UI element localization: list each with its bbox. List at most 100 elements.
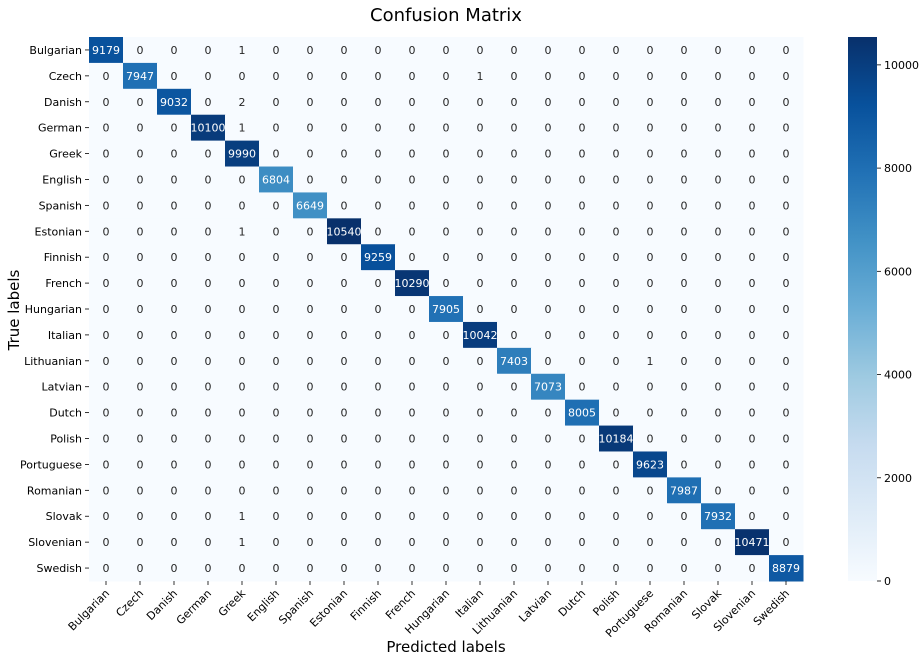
heatmap-cell bbox=[191, 451, 226, 478]
cell-value-label: 0 bbox=[511, 70, 518, 83]
heatmap-cell bbox=[395, 529, 430, 556]
cell-value-label: 0 bbox=[511, 225, 518, 238]
heatmap-cell bbox=[157, 270, 192, 297]
heatmap-cell bbox=[89, 140, 124, 168]
heatmap-cell bbox=[735, 270, 770, 297]
cell-value-label: 0 bbox=[307, 148, 314, 161]
cell-value-label: 0 bbox=[647, 277, 654, 290]
heatmap-cell bbox=[735, 114, 770, 142]
cell-value-label: 0 bbox=[579, 355, 586, 368]
heatmap-cell bbox=[191, 37, 226, 64]
heatmap-cell bbox=[735, 503, 770, 530]
cell-value-label: 0 bbox=[205, 148, 212, 161]
cell-value-label: 0 bbox=[375, 536, 382, 549]
heatmap-cell bbox=[497, 529, 532, 556]
heatmap-cell bbox=[497, 296, 532, 323]
cell-value-label: 0 bbox=[613, 562, 620, 575]
heatmap-cell bbox=[463, 503, 498, 530]
heatmap-cell bbox=[497, 503, 532, 530]
cell-value-label: 0 bbox=[647, 173, 654, 186]
heatmap-cell bbox=[667, 140, 702, 168]
heatmap-cell bbox=[361, 529, 396, 556]
heatmap-cell bbox=[735, 218, 770, 245]
heatmap-cell bbox=[701, 114, 736, 142]
heatmap-cell bbox=[157, 88, 192, 116]
heatmap-cell bbox=[701, 270, 736, 297]
heatmap-cell bbox=[123, 270, 158, 297]
cell-value-label: 0 bbox=[477, 536, 484, 549]
cell-value-label: 0 bbox=[137, 355, 144, 368]
heatmap-cell bbox=[293, 270, 328, 297]
cell-value-label: 0 bbox=[103, 407, 110, 420]
y-tick-label: Spanish bbox=[39, 199, 82, 212]
cell-value-label: 0 bbox=[443, 510, 450, 523]
cell-value-label: 0 bbox=[307, 251, 314, 264]
heatmap-cell bbox=[395, 244, 430, 271]
cell-value-label: 0 bbox=[783, 173, 790, 186]
heatmap-cell bbox=[225, 347, 260, 375]
heatmap-cell bbox=[769, 244, 804, 271]
cell-value-label: 0 bbox=[341, 303, 348, 316]
cell-value-label: 0 bbox=[103, 329, 110, 342]
cell-value-label: 0 bbox=[103, 96, 110, 109]
heatmap-cell bbox=[735, 425, 770, 452]
cell-value-label: 0 bbox=[545, 329, 552, 342]
cell-value-label: 0 bbox=[375, 122, 382, 135]
heatmap-cell bbox=[531, 218, 566, 245]
cell-value-label: 0 bbox=[681, 407, 688, 420]
colorbar-ticks: 0 2000 4000 6000 8000 10000 bbox=[877, 59, 919, 588]
heatmap-cell bbox=[701, 140, 736, 168]
cell-value-label: 0 bbox=[239, 173, 246, 186]
heatmap-cell bbox=[123, 37, 158, 64]
heatmap-cell bbox=[497, 192, 532, 219]
cell-value-label: 0 bbox=[273, 199, 280, 212]
heatmap-cell bbox=[89, 321, 124, 349]
cell-value-label: 0 bbox=[171, 251, 178, 264]
cell-value-label: 0 bbox=[681, 173, 688, 186]
cell-value-label: 6649 bbox=[296, 199, 324, 212]
heatmap-cell bbox=[633, 62, 668, 90]
heatmap-cell bbox=[497, 399, 532, 427]
cell-value-label: 7403 bbox=[500, 355, 528, 368]
cell-value-label: 0 bbox=[477, 173, 484, 186]
heatmap-cell bbox=[667, 451, 702, 478]
heatmap-cell bbox=[599, 555, 634, 582]
heatmap-cell bbox=[531, 192, 566, 219]
cell-value-label: 0 bbox=[443, 277, 450, 290]
heatmap-cell bbox=[259, 114, 294, 142]
cell-value-label: 0 bbox=[511, 199, 518, 212]
cell-value-label: 0 bbox=[511, 122, 518, 135]
cell-value-label: 0 bbox=[307, 484, 314, 497]
heatmap-cell bbox=[565, 451, 600, 478]
cell-value-label: 0 bbox=[137, 458, 144, 471]
cell-value-label: 0 bbox=[375, 199, 382, 212]
cell-value-label: 0 bbox=[307, 96, 314, 109]
cell-value-label: 0 bbox=[749, 458, 756, 471]
cell-value-label: 0 bbox=[307, 536, 314, 549]
heatmap-cell bbox=[89, 218, 124, 245]
heatmap-cell bbox=[259, 373, 294, 401]
cell-value-label: 0 bbox=[137, 251, 144, 264]
cell-value-label: 0 bbox=[375, 277, 382, 290]
cell-value-label: 0 bbox=[715, 562, 722, 575]
heatmap-cell bbox=[463, 88, 498, 116]
heatmap-cell bbox=[463, 296, 498, 323]
heatmap-cell bbox=[429, 114, 464, 142]
y-tick-label: Romanian bbox=[27, 484, 82, 497]
cell-value-label: 0 bbox=[681, 433, 688, 446]
cell-value-label: 0 bbox=[205, 562, 212, 575]
cell-value-label: 0 bbox=[239, 70, 246, 83]
y-tick-label: Lithuanian bbox=[24, 355, 82, 368]
heatmap-cell bbox=[599, 373, 634, 401]
cell-value-label: 0 bbox=[545, 122, 552, 135]
heatmap-cell bbox=[531, 296, 566, 323]
cell-value-label: 0 bbox=[579, 329, 586, 342]
y-tick-label: Danish bbox=[44, 96, 82, 109]
cell-value-label: 0 bbox=[273, 536, 280, 549]
y-tick-label: Portuguese bbox=[20, 458, 82, 471]
x-tick-label: Czech bbox=[113, 587, 146, 620]
heatmap-cell bbox=[395, 451, 430, 478]
heatmap-cell bbox=[599, 296, 634, 323]
cell-value-label: 0 bbox=[783, 44, 790, 57]
cell-value-label: 0 bbox=[579, 303, 586, 316]
